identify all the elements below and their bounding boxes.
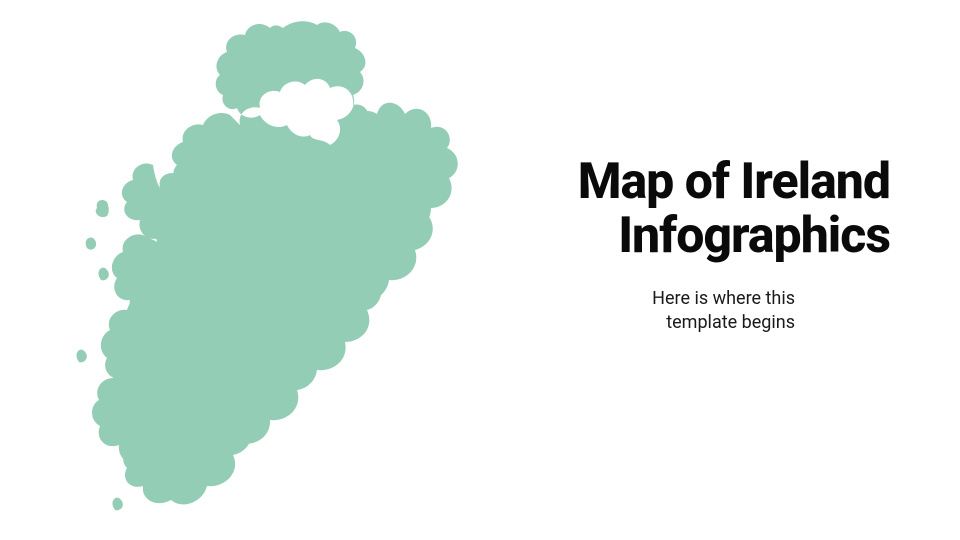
title-line-2: Infographics [618,207,890,265]
page-title: Map of Ireland Infographics [470,155,890,263]
subtitle-line-1: Here is where this [652,288,795,309]
title-block: Map of Ireland Infographics Here is wher… [470,155,890,336]
ireland-map [65,10,495,530]
ireland-silhouette [92,21,458,504]
title-line-1: Map of Ireland [578,153,890,211]
page-subtitle: Here is where this template begins [470,287,890,336]
subtitle-line-2: template begins [666,312,795,333]
